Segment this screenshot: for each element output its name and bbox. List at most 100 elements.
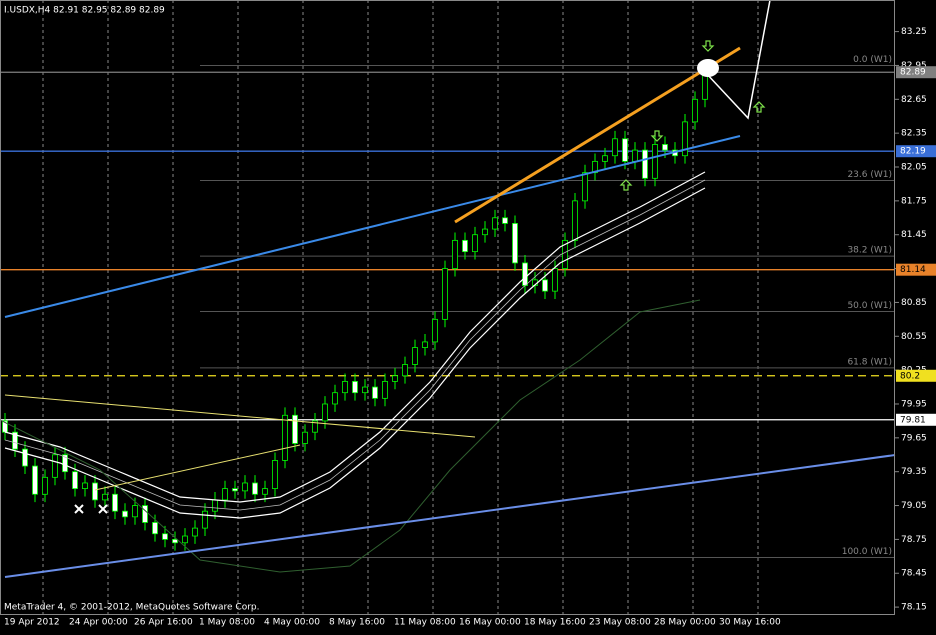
candle-body bbox=[272, 460, 278, 490]
candle-body bbox=[652, 144, 658, 179]
candle-body bbox=[482, 228, 488, 236]
candle-body bbox=[542, 279, 548, 292]
candle-body bbox=[452, 239, 458, 269]
x-tick-label: 4 May 00:00 bbox=[264, 618, 320, 628]
candle-body bbox=[392, 375, 398, 382]
envelope-mid bbox=[4, 179, 706, 511]
candle-body bbox=[282, 414, 288, 461]
x-tick-label: 30 May 16:00 bbox=[719, 618, 781, 628]
candle-body bbox=[382, 381, 388, 399]
envelope-lower bbox=[4, 187, 706, 519]
y-tick-label: 80.85 bbox=[901, 298, 927, 308]
header: I.USDX,H4 82.91 82.95 82.89 82.89 bbox=[4, 6, 165, 16]
candle-body bbox=[512, 223, 518, 264]
footer: MetaTrader 4, © 2001-2012, MetaQuotes So… bbox=[4, 603, 260, 613]
candle-body bbox=[642, 149, 648, 179]
candle-body bbox=[92, 482, 98, 501]
plot-border bbox=[0, 0, 895, 615]
price-label: 82.19 bbox=[900, 147, 926, 157]
y-tick-label: 82.35 bbox=[901, 129, 927, 139]
x-tick-label: 18 May 16:00 bbox=[524, 618, 586, 628]
candle-body bbox=[522, 262, 528, 286]
candle-body bbox=[302, 431, 308, 444]
fib-label: 50.0 (W1) bbox=[847, 301, 892, 311]
candle-body bbox=[622, 138, 628, 162]
candle-body bbox=[12, 431, 18, 450]
x-tick-label: 11 May 08:00 bbox=[394, 618, 456, 628]
candle-body bbox=[262, 488, 268, 495]
trend-line bbox=[4, 454, 896, 578]
trend-line bbox=[4, 135, 741, 318]
y-tick-label: 79.95 bbox=[901, 399, 927, 409]
x-tick-label: 1 May 08:00 bbox=[199, 618, 255, 628]
projection-line bbox=[704, 0, 771, 120]
candle-body bbox=[312, 420, 318, 433]
candle-body bbox=[692, 98, 698, 123]
candle-body bbox=[502, 217, 508, 224]
candle-body bbox=[122, 510, 128, 518]
y-tick-label: 83.25 bbox=[901, 27, 927, 37]
candle-body bbox=[72, 471, 78, 490]
candle-body bbox=[582, 172, 588, 202]
price-box bbox=[896, 66, 936, 79]
candle-body bbox=[222, 488, 228, 501]
trend-line bbox=[4, 394, 476, 438]
fib-label: 0.0 (W1) bbox=[853, 55, 892, 65]
y-tick-label: 79.65 bbox=[901, 433, 927, 443]
fib-label: 61.8 (W1) bbox=[847, 357, 892, 367]
y-tick-label: 78.75 bbox=[901, 535, 927, 545]
candle-body bbox=[102, 493, 108, 501]
fib-label: 100.0 (W1) bbox=[842, 547, 892, 557]
candle-body bbox=[132, 505, 138, 518]
x-tick-label: 23 May 08:00 bbox=[589, 618, 651, 628]
candle-body bbox=[492, 217, 498, 230]
y-tick-label: 80.55 bbox=[901, 332, 927, 342]
candle-body bbox=[602, 155, 608, 162]
arrow-down bbox=[650, 130, 664, 142]
y-tick-label: 82.65 bbox=[901, 95, 927, 105]
arrows bbox=[619, 40, 766, 191]
x-tick-label: 28 May 00:00 bbox=[654, 618, 716, 628]
candle-body bbox=[232, 488, 238, 492]
x-tick-label: 16 May 00:00 bbox=[459, 618, 521, 628]
arrow-down bbox=[701, 40, 715, 52]
indicator-line bbox=[0, 299, 701, 573]
marker-circle bbox=[697, 59, 719, 77]
candle-body bbox=[162, 533, 168, 540]
y-tick-label: 79.35 bbox=[901, 467, 927, 477]
candle-body bbox=[112, 493, 118, 512]
chart-layer: 83.2582.9582.6582.3582.0581.7581.4581.15… bbox=[0, 0, 927, 628]
candle-body bbox=[562, 239, 568, 269]
candle-body bbox=[402, 364, 408, 377]
price-box bbox=[896, 369, 936, 382]
candle-body bbox=[662, 144, 668, 151]
y-tick-label: 78.45 bbox=[901, 569, 927, 579]
candle-body bbox=[462, 239, 468, 253]
candle-body bbox=[142, 505, 148, 523]
price-box bbox=[896, 145, 936, 158]
candle-body bbox=[612, 138, 618, 157]
fib-label: 23.6 (W1) bbox=[847, 170, 892, 180]
y-tick-label: 82.05 bbox=[901, 163, 927, 173]
trend-line bbox=[454, 46, 741, 224]
trend-line bbox=[94, 444, 301, 491]
candle-body bbox=[422, 341, 428, 348]
x-tick-label: 24 Apr 00:00 bbox=[69, 618, 128, 628]
candle-body bbox=[632, 149, 638, 162]
candle-body bbox=[192, 527, 198, 537]
cross bbox=[74, 504, 84, 514]
candle-body bbox=[22, 448, 28, 467]
candle-body bbox=[252, 482, 258, 495]
candle-body bbox=[362, 386, 368, 394]
arrow-up bbox=[619, 179, 633, 191]
candle-body bbox=[682, 121, 688, 157]
candle-body bbox=[32, 465, 38, 495]
candle-body bbox=[202, 510, 208, 529]
price-label: 80.2 bbox=[900, 371, 920, 381]
candle-body bbox=[372, 386, 378, 399]
x-tick-label: 19 Apr 2012 bbox=[4, 618, 60, 628]
candle-body bbox=[242, 482, 248, 492]
y-tick-label: 81.45 bbox=[901, 230, 927, 240]
cross bbox=[98, 504, 108, 514]
